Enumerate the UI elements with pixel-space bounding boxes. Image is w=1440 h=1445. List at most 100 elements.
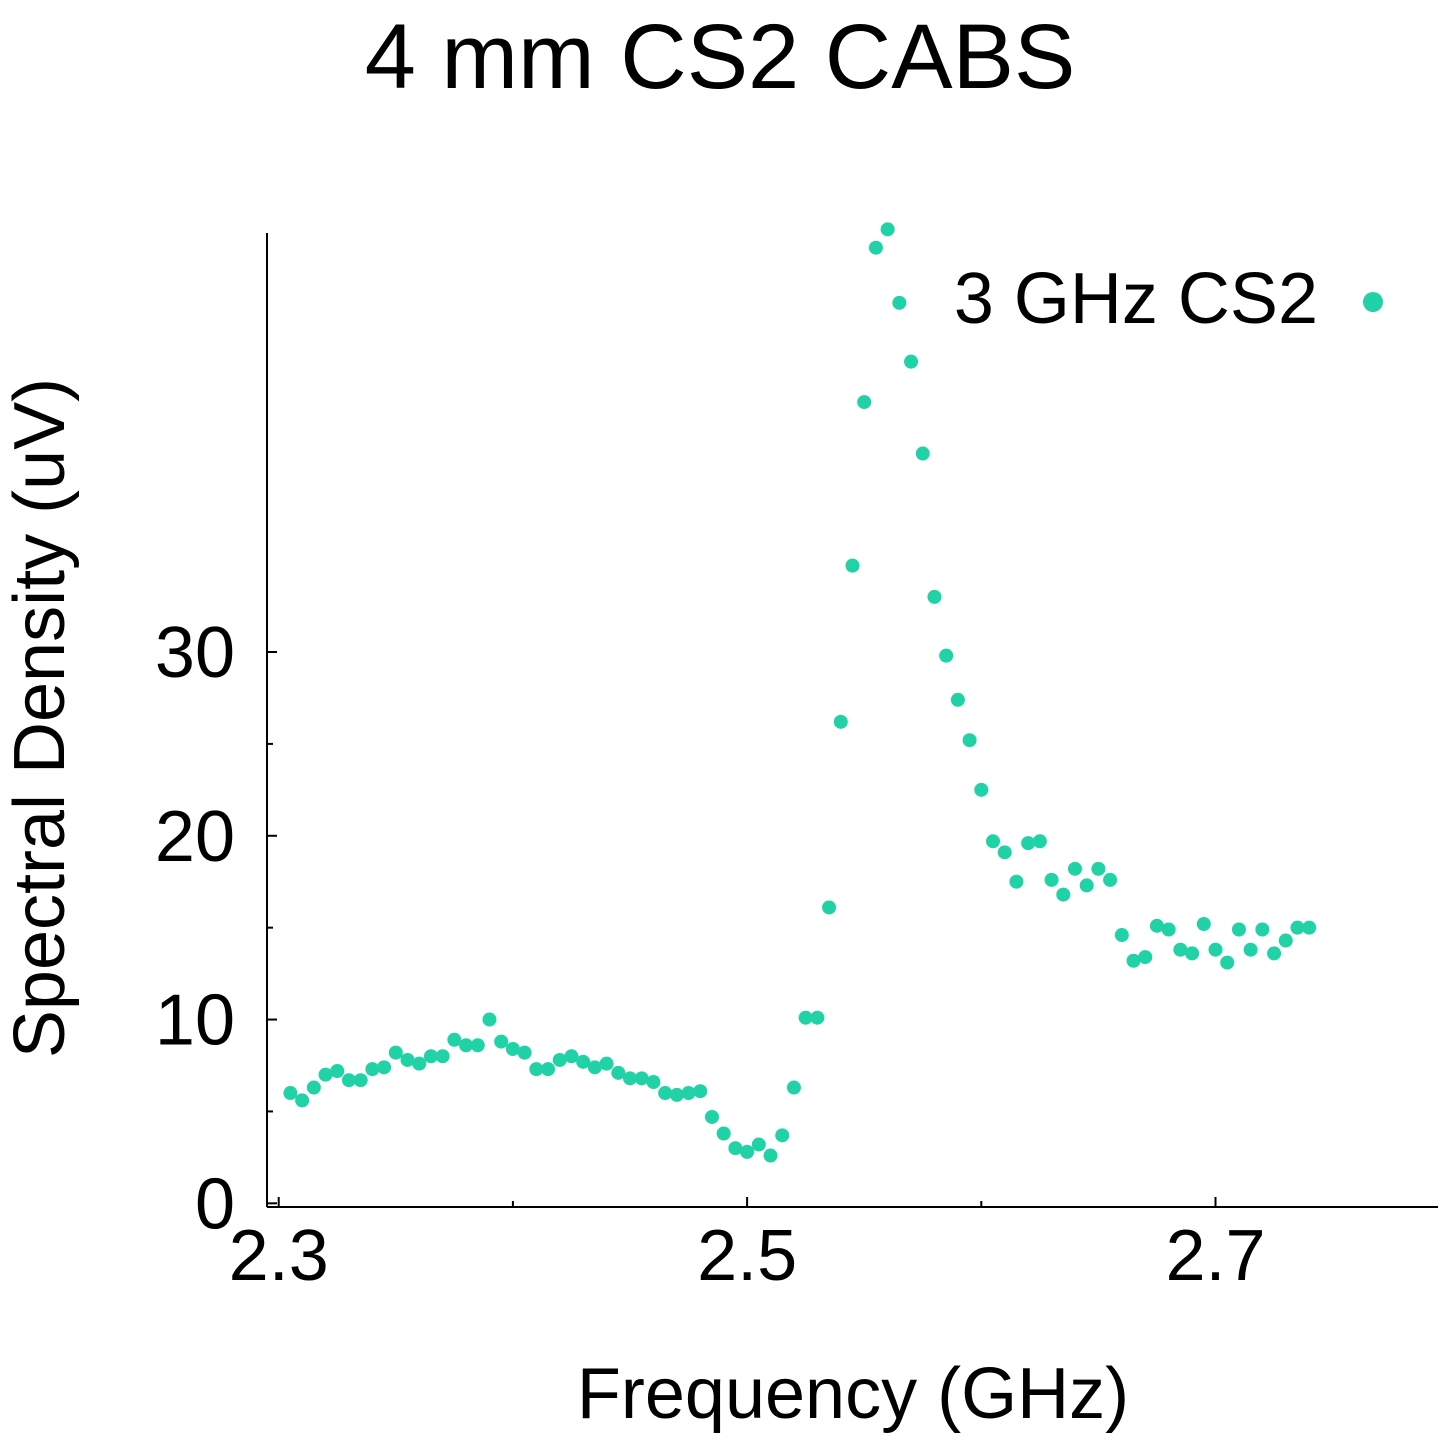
data-point bbox=[283, 1086, 298, 1101]
data-point bbox=[1067, 861, 1082, 876]
data-point bbox=[728, 1141, 743, 1156]
data-point bbox=[798, 1010, 813, 1025]
data-point bbox=[1267, 946, 1282, 961]
x-tick-label: 2.7 bbox=[1165, 1216, 1265, 1296]
data-point bbox=[693, 1084, 708, 1099]
data-point bbox=[1302, 920, 1317, 935]
data-point bbox=[950, 692, 965, 707]
data-point bbox=[611, 1065, 626, 1080]
data-point bbox=[634, 1071, 649, 1086]
data-point bbox=[1056, 887, 1071, 902]
legend: 3 GHz CS2 bbox=[954, 259, 1383, 339]
data-point bbox=[353, 1073, 368, 1088]
data-point bbox=[1255, 922, 1270, 937]
data-point bbox=[833, 714, 848, 729]
legend-label: 3 GHz CS2 bbox=[954, 259, 1318, 339]
data-point bbox=[295, 1093, 310, 1108]
data-point bbox=[740, 1144, 755, 1159]
data-point bbox=[704, 1109, 719, 1124]
data-point bbox=[1044, 872, 1059, 887]
legend-marker bbox=[1363, 292, 1383, 312]
data-point bbox=[494, 1034, 509, 1049]
data-point bbox=[845, 558, 860, 573]
data-point bbox=[658, 1086, 673, 1101]
data-point bbox=[681, 1086, 696, 1101]
data-point bbox=[470, 1038, 485, 1053]
data-point bbox=[915, 446, 930, 461]
data-point bbox=[564, 1049, 579, 1064]
data-point bbox=[482, 1012, 497, 1027]
data-point bbox=[1231, 922, 1246, 937]
data-point bbox=[459, 1038, 474, 1053]
axis-ticks: 2.3 2.5 2.7 0 10 20 30 bbox=[155, 613, 1266, 1296]
chart-title: 4 mm CS2 CABS bbox=[365, 6, 1076, 108]
y-tick-label: 20 bbox=[155, 797, 235, 877]
data-point bbox=[763, 1148, 778, 1163]
data-point bbox=[1009, 874, 1024, 889]
data-point bbox=[669, 1087, 684, 1102]
data-point bbox=[857, 395, 872, 410]
data-point bbox=[412, 1056, 427, 1071]
data-point bbox=[646, 1075, 661, 1090]
data-point bbox=[587, 1060, 602, 1075]
data-point bbox=[939, 648, 954, 663]
data-point bbox=[751, 1137, 766, 1152]
data-point bbox=[505, 1041, 520, 1056]
data-point bbox=[1114, 928, 1129, 943]
data-point bbox=[904, 354, 919, 369]
x-tick-label: 2.5 bbox=[697, 1216, 797, 1296]
data-point bbox=[1103, 872, 1118, 887]
axes bbox=[266, 233, 1438, 1208]
data-point bbox=[400, 1052, 415, 1067]
data-point bbox=[576, 1054, 591, 1069]
data-point bbox=[1278, 933, 1293, 948]
data-point bbox=[623, 1071, 638, 1086]
data-point bbox=[541, 1062, 556, 1077]
data-point bbox=[786, 1080, 801, 1095]
data-point bbox=[1138, 950, 1153, 965]
data-point bbox=[962, 733, 977, 748]
data-point bbox=[880, 222, 895, 237]
data-point bbox=[997, 845, 1012, 860]
y-tick-label: 30 bbox=[155, 613, 235, 693]
data-point bbox=[435, 1049, 450, 1064]
data-point bbox=[775, 1128, 790, 1143]
data-point bbox=[552, 1052, 567, 1067]
data-point bbox=[1208, 942, 1223, 957]
y-tick-label: 0 bbox=[195, 1164, 235, 1244]
data-point bbox=[974, 782, 989, 797]
data-point bbox=[423, 1049, 438, 1064]
data-point bbox=[341, 1073, 356, 1088]
data-point bbox=[1126, 953, 1141, 968]
data-point bbox=[892, 295, 907, 310]
data-point bbox=[1161, 922, 1176, 937]
data-point bbox=[365, 1062, 380, 1077]
data-point bbox=[388, 1045, 403, 1060]
data-point bbox=[868, 240, 883, 255]
data-point bbox=[822, 900, 837, 915]
x-axis-label: Frequency (GHz) bbox=[577, 1354, 1129, 1434]
x-tick-label: 2.3 bbox=[229, 1216, 329, 1296]
data-points bbox=[283, 222, 1317, 1163]
data-point bbox=[529, 1062, 544, 1077]
data-point bbox=[1196, 916, 1211, 931]
y-axis-label: Spectral Density (uV) bbox=[0, 378, 80, 1058]
data-point bbox=[716, 1126, 731, 1141]
data-point bbox=[927, 589, 942, 604]
data-point bbox=[1290, 920, 1305, 935]
data-point bbox=[377, 1060, 392, 1075]
data-point bbox=[517, 1045, 532, 1060]
data-point bbox=[1021, 836, 1036, 851]
data-point bbox=[330, 1064, 345, 1079]
data-point bbox=[1220, 955, 1235, 970]
data-point bbox=[1032, 834, 1047, 849]
data-point bbox=[318, 1067, 333, 1082]
data-point bbox=[1149, 918, 1164, 933]
data-point bbox=[986, 834, 1001, 849]
data-point bbox=[599, 1056, 614, 1071]
data-point bbox=[1079, 878, 1094, 893]
data-point bbox=[810, 1010, 825, 1025]
data-point bbox=[1243, 942, 1258, 957]
